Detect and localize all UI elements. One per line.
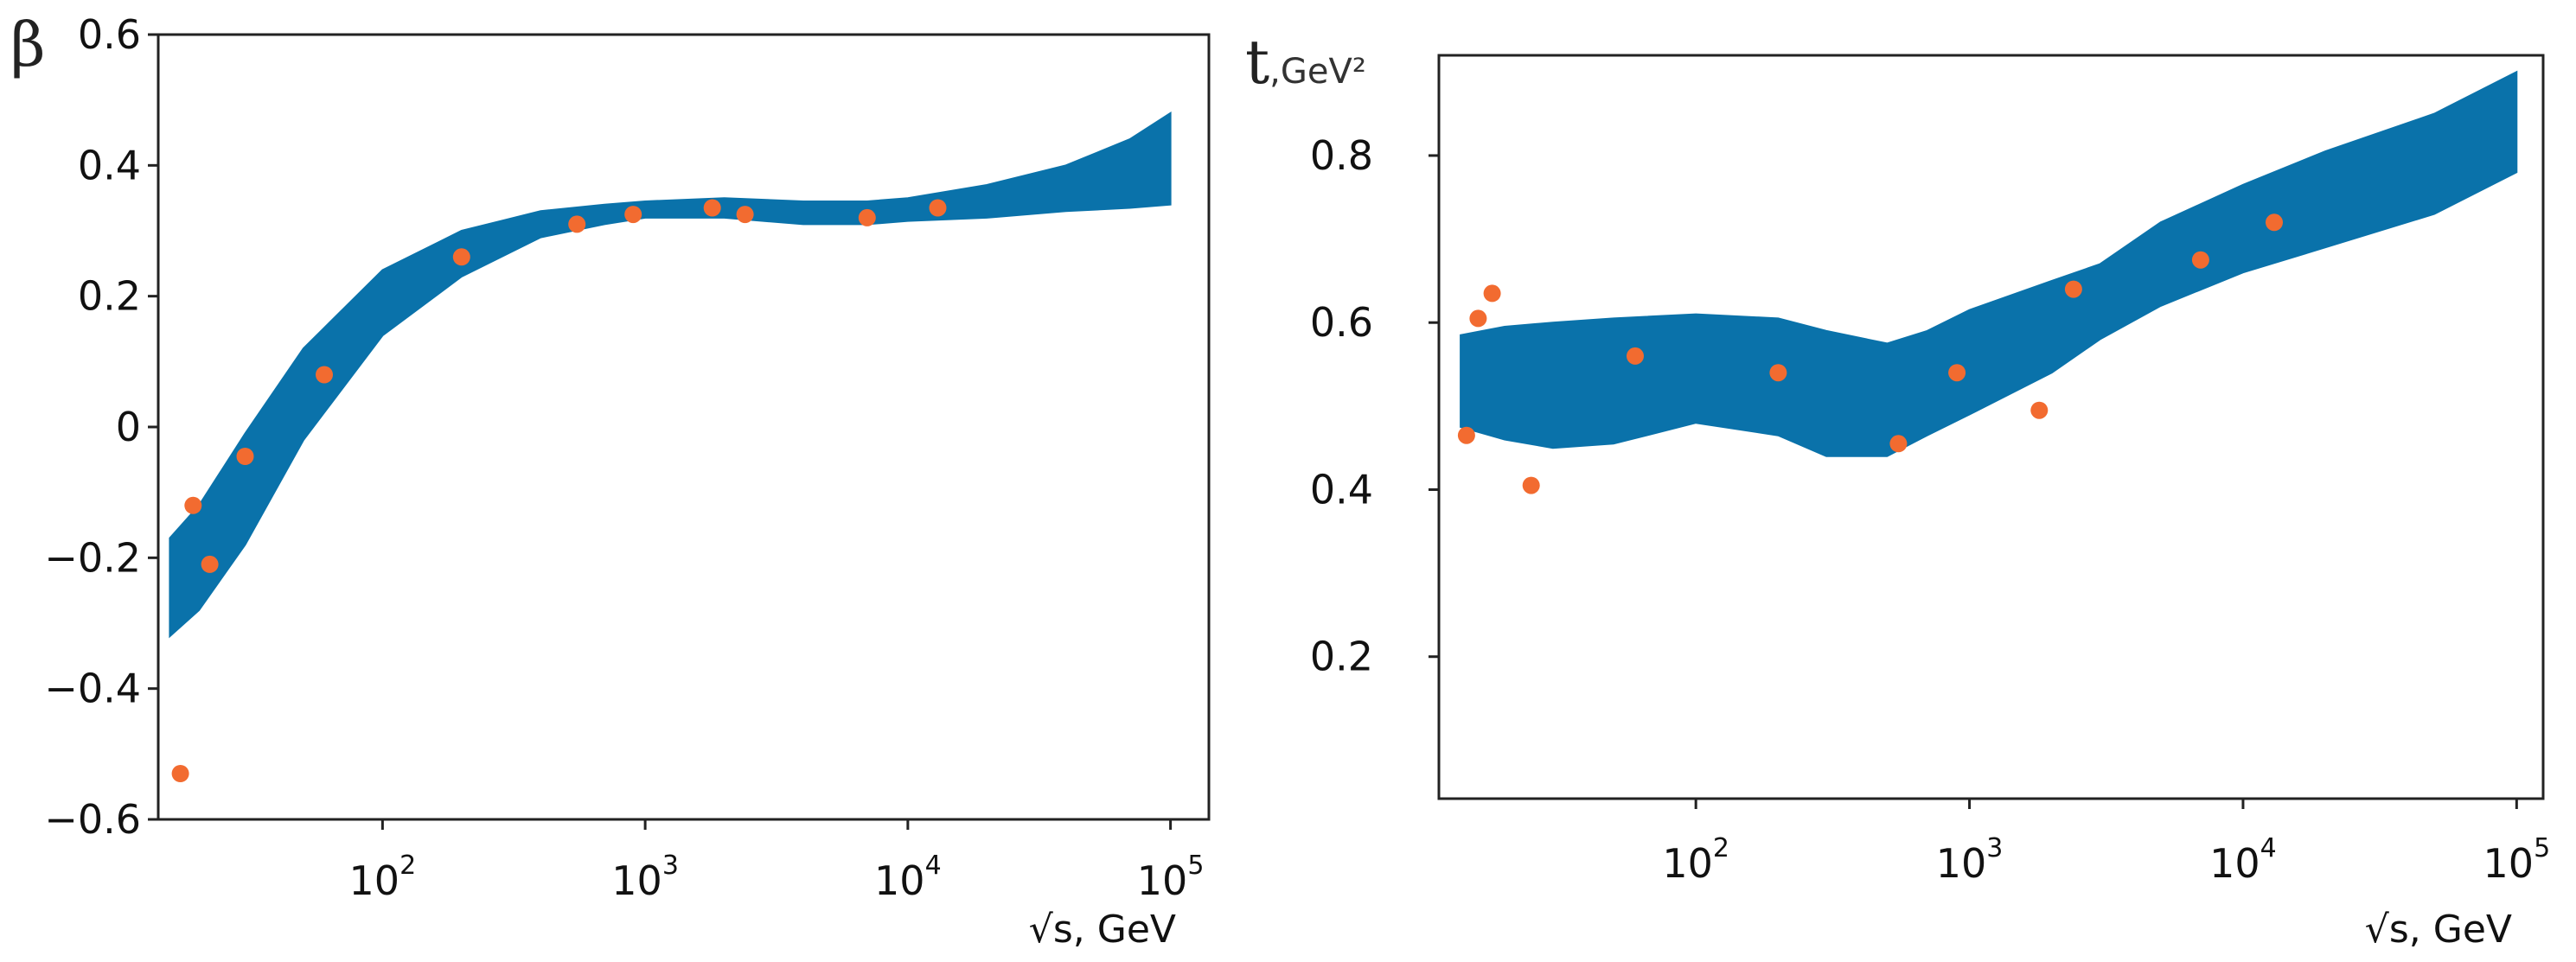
t-uncertainty-band xyxy=(1460,70,2518,457)
beta-data-point xyxy=(568,215,586,233)
t-data-point xyxy=(1469,309,1487,328)
beta-uncertainty-band xyxy=(169,111,1172,639)
beta-data-point xyxy=(201,555,219,573)
beta-x-tick-label: 105 xyxy=(1137,851,1205,904)
t-x-tick-label: 102 xyxy=(1662,833,1729,887)
t-band-layer xyxy=(1460,70,2518,457)
beta-data-point xyxy=(236,448,254,465)
beta-x-ticks: 102 103 104 105 xyxy=(349,819,1205,904)
t-y-axis-label: t,GeV² xyxy=(1245,27,1366,98)
beta-chart: 0.6 0.4 0.2 0 −0.2 −0.4 −0.6 102 103 104 105 β √s… xyxy=(10,10,1211,952)
beta-y-tick-label: 0.4 xyxy=(78,142,141,188)
beta-x-axis-label: √s, GeV xyxy=(1029,908,1176,952)
beta-data-point xyxy=(858,208,876,226)
beta-y-tick-label: −0.6 xyxy=(44,796,141,843)
beta-y-tick-label: −0.2 xyxy=(44,534,141,581)
beta-y-tick-label: 0.6 xyxy=(78,11,141,58)
t-x-ticks: 102 103 104 105 xyxy=(1662,799,2550,887)
beta-plot-frame xyxy=(157,33,1211,821)
t-y-tick-label: 0.6 xyxy=(1310,299,1373,346)
t-data-point xyxy=(1522,476,1540,494)
t-plot-frame xyxy=(1437,54,2545,800)
t-data-point xyxy=(1889,435,1908,453)
t-data-point xyxy=(2064,280,2082,298)
t-y-tick-label: 0.2 xyxy=(1310,634,1373,680)
t-data-point xyxy=(1457,426,1475,444)
t-x-tick-label: 105 xyxy=(2483,833,2551,887)
t-y-ticks: 0.8 0.6 0.4 0.2 xyxy=(1310,132,1439,680)
t-y-axis-symbol: t xyxy=(1245,27,1269,98)
beta-band-layer xyxy=(169,111,1172,639)
beta-data-point xyxy=(736,206,754,224)
beta-data-point xyxy=(316,366,333,384)
beta-y-axis-label: β xyxy=(10,10,45,80)
beta-data-point xyxy=(184,496,202,514)
t-data-point xyxy=(1627,347,1644,365)
t-y-axis-unit: ,GeV² xyxy=(1269,52,1366,92)
t-x-axis-label: √s, GeV xyxy=(2365,908,2512,952)
t-data-point xyxy=(1948,364,1966,382)
t-y-tick-label: 0.4 xyxy=(1310,466,1373,513)
t-y-tick-label: 0.8 xyxy=(1310,132,1373,179)
beta-y-tick-label: 0 xyxy=(116,404,141,450)
beta-data-point xyxy=(171,765,189,782)
t-data-point xyxy=(2266,213,2283,232)
beta-data-point xyxy=(624,206,642,224)
t-data-point xyxy=(2030,401,2049,419)
t-chart: 0.8 0.6 0.4 0.2 102 103 104 105 t,GeV² √s, GeV xyxy=(1245,27,2550,952)
beta-data-point xyxy=(703,199,721,217)
beta-x-tick-label: 102 xyxy=(349,851,417,904)
beta-x-tick-label: 104 xyxy=(874,851,942,904)
beta-y-tick-label: 0.2 xyxy=(78,273,141,320)
beta-y-tick-label: −0.4 xyxy=(44,666,141,712)
beta-data-point xyxy=(452,248,470,266)
t-data-point xyxy=(1483,284,1501,303)
beta-points-layer xyxy=(171,199,947,782)
t-x-tick-label: 104 xyxy=(2209,833,2277,887)
t-data-point xyxy=(1769,364,1787,382)
t-data-point xyxy=(2191,251,2209,269)
beta-y-ticks: 0.6 0.4 0.2 0 −0.2 −0.4 −0.6 xyxy=(44,11,158,843)
beta-data-point xyxy=(929,199,947,217)
beta-x-tick-label: 103 xyxy=(611,851,679,904)
t-points-layer xyxy=(1457,213,2283,494)
t-x-tick-label: 103 xyxy=(1936,833,2004,887)
